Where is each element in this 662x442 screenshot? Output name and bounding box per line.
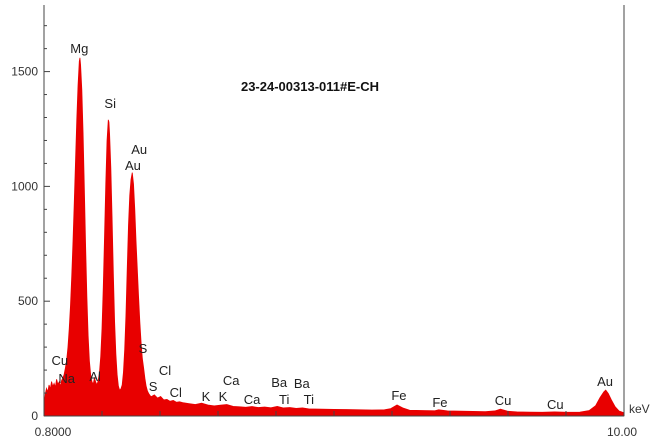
peak-label: Cu bbox=[51, 353, 68, 368]
spectrum-area bbox=[43, 57, 625, 417]
peak-label: Au bbox=[597, 374, 613, 389]
peak-label: Ti bbox=[279, 392, 289, 407]
peak-label: Cu bbox=[547, 397, 564, 412]
peak-label: K bbox=[219, 389, 228, 404]
peak-label: Fe bbox=[432, 395, 447, 410]
x-tick-label: 0.8000 bbox=[35, 425, 72, 439]
peak-label: K bbox=[202, 389, 211, 404]
peak-label: Au bbox=[125, 158, 141, 173]
peak-label: Fe bbox=[391, 388, 406, 403]
x-axis-unit-label: keV bbox=[629, 402, 650, 416]
y-tick-label: 1500 bbox=[11, 65, 38, 79]
peak-label: Cu bbox=[495, 393, 512, 408]
peak-label: Al bbox=[89, 369, 101, 384]
peak-label: Ba bbox=[271, 375, 288, 390]
y-tick-label: 0 bbox=[31, 409, 38, 423]
peak-label: Ca bbox=[244, 392, 261, 407]
peak-label: Ba bbox=[294, 376, 311, 391]
peak-label: Cl bbox=[159, 363, 171, 378]
spectrum-layer bbox=[43, 57, 625, 417]
peak-label: Ti bbox=[304, 392, 314, 407]
y-tick-label: 500 bbox=[18, 294, 38, 308]
peak-label: S bbox=[139, 341, 148, 356]
peak-label: Ca bbox=[223, 373, 240, 388]
peak-label: Na bbox=[58, 371, 75, 386]
ticks-layer: 0 500 1000 1500 0.8000 10.00 bbox=[11, 25, 637, 439]
peak-label: Si bbox=[104, 96, 116, 111]
chart-title: 23-24-00313-011#E-CH bbox=[241, 79, 379, 94]
x-tick-label: 10.00 bbox=[607, 425, 637, 439]
peak-label: Au bbox=[131, 142, 147, 157]
peak-label: Cl bbox=[170, 385, 182, 400]
peak-label: S bbox=[149, 379, 158, 394]
peak-label: Mg bbox=[70, 41, 88, 56]
y-tick-label: 1000 bbox=[11, 179, 38, 193]
